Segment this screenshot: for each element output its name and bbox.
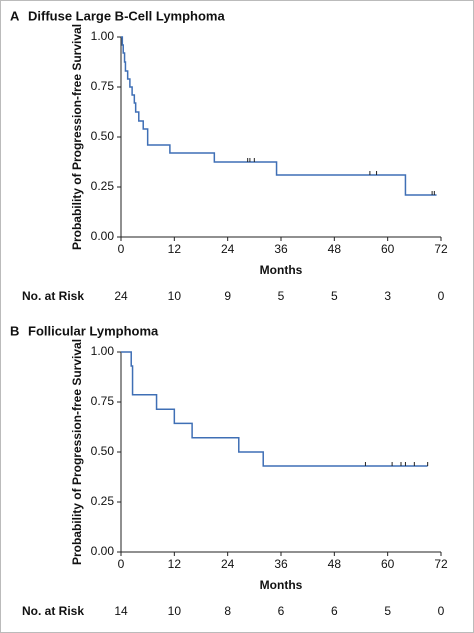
at-risk: 24 [114,289,128,303]
at-risk: 6 [331,604,338,618]
y-tick-label: 1.00 [91,29,115,43]
chart-title: Diffuse Large B-Cell Lymphoma [28,8,225,23]
at-risk: 9 [224,289,231,303]
at-risk: 8 [224,604,231,618]
at-risk: 3 [384,289,391,303]
x-tick-label: 60 [381,242,395,256]
y-tick-label: 0.75 [91,394,115,408]
y-tick-label: 0.50 [91,444,115,458]
at-risk: 5 [331,289,338,303]
at-risk: 0 [438,289,445,303]
x-tick-label: 36 [274,557,288,571]
x-axis-label: Months [260,263,303,277]
at-risk: 10 [168,289,182,303]
at-risk: 6 [278,604,285,618]
x-tick-label: 12 [168,242,182,256]
x-tick-label: 60 [381,557,395,571]
y-tick-label: 0.00 [91,229,115,243]
at-risk: 5 [278,289,285,303]
x-tick-label: 0 [118,557,125,571]
x-tick-label: 0 [118,242,125,256]
chart-title: Follicular Lymphoma [28,323,159,338]
x-tick-label: 72 [434,242,448,256]
at-risk: 14 [114,604,128,618]
panel-letter: B [10,323,19,338]
x-tick-label: 36 [274,242,288,256]
x-tick-label: 48 [328,242,342,256]
x-tick-label: 72 [434,557,448,571]
y-tick-label: 0.25 [91,494,115,508]
y-tick-label: 0.50 [91,129,115,143]
y-axis-label: Probability of Progression-free Survival [70,24,84,250]
y-tick-label: 0.25 [91,179,115,193]
survival-curve [121,36,437,196]
x-tick-label: 24 [221,557,235,571]
x-tick-label: 24 [221,242,235,256]
at-risk: 0 [438,604,445,618]
at-risk: 10 [168,604,182,618]
x-tick-label: 48 [328,557,342,571]
panel-letter: A [10,8,20,23]
y-tick-label: 1.00 [91,344,115,358]
risk-label: No. at Risk [22,289,84,303]
y-tick-label: 0.75 [91,79,115,93]
x-axis-label: Months [260,578,303,592]
at-risk: 5 [384,604,391,618]
y-axis-label: Probability of Progression-free Survival [70,339,84,565]
risk-label: No. at Risk [22,604,84,618]
y-tick-label: 0.00 [91,544,115,558]
survival-curve [121,351,428,467]
x-tick-label: 12 [168,557,182,571]
